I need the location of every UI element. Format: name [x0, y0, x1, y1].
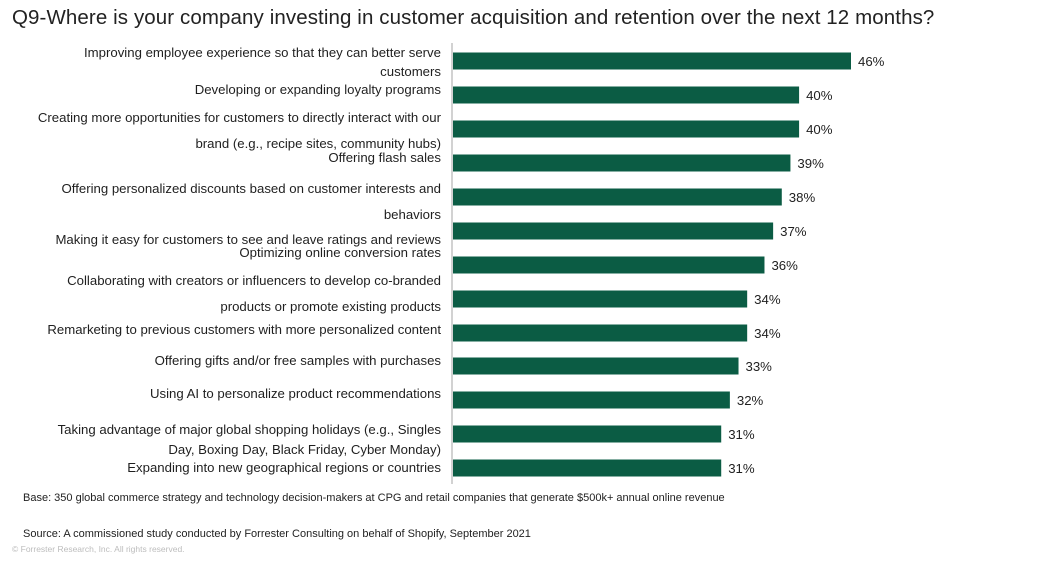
data-label-3: 40%: [806, 122, 833, 137]
category-label-1: Improving employee experience so that th…: [84, 45, 441, 79]
data-label-4: 39%: [797, 156, 824, 171]
category-label-12: Taking advantage of major global shoppin…: [57, 422, 441, 457]
category-label-7: Optimizing online conversion rates: [239, 245, 441, 260]
chart-title: Q9-Where is your company investing in cu…: [12, 6, 935, 29]
category-label-13: Expanding into new geographical regions …: [127, 460, 441, 475]
bar-11: [453, 391, 730, 409]
category-label-4: Offering flash sales: [328, 150, 441, 165]
category-label-8: Collaborating with creators or influence…: [67, 273, 441, 314]
data-label-2: 40%: [806, 88, 833, 103]
copyright-notice: © Forrester Research, Inc. All rights re…: [12, 544, 185, 554]
bar-1: [453, 52, 851, 70]
bar-2: [453, 86, 800, 104]
category-label-9: Remarketing to previous customers with m…: [47, 322, 441, 337]
data-label-5: 38%: [789, 190, 816, 205]
bar-9: [453, 324, 748, 342]
bar-3: [453, 120, 800, 138]
category-label-11: Using AI to personalize product recommen…: [149, 386, 441, 401]
bar-12: [453, 425, 722, 443]
category-label-2: Developing or expanding loyalty programs: [194, 82, 441, 97]
data-label-8: 34%: [754, 292, 781, 307]
category-label-6: Making it easy for customers to see and …: [55, 232, 441, 247]
bar-8: [453, 290, 748, 308]
data-label-11: 32%: [737, 393, 764, 408]
data-label-10: 33%: [746, 359, 773, 374]
category-label-3: Creating more opportunities for customer…: [37, 110, 441, 151]
data-label-9: 34%: [754, 326, 781, 341]
footnote-base: Base: 350 global commerce strategy and t…: [23, 492, 725, 504]
data-label-6: 37%: [780, 224, 807, 239]
footnote-source: Source: A commissioned study conducted b…: [23, 528, 531, 540]
bar-4: [453, 154, 791, 172]
data-label-1: 46%: [858, 54, 885, 69]
bar-13: [453, 459, 722, 477]
category-label-5: Offering personalized discounts based on…: [61, 181, 441, 222]
bar-7: [453, 256, 765, 274]
bar-chart: 46% 40% 40% 39% 38% 37% 36% 34% 34% 33% 32% 31% 31%: [451, 43, 885, 484]
category-label-10: Offering gifts and/or free samples with …: [154, 353, 441, 368]
data-label-12: 31%: [728, 427, 755, 442]
data-label-13: 31%: [728, 461, 755, 476]
data-label-7: 36%: [771, 258, 798, 273]
bar-5: [453, 188, 782, 206]
bar-6: [453, 222, 774, 240]
bar-10: [453, 357, 739, 375]
